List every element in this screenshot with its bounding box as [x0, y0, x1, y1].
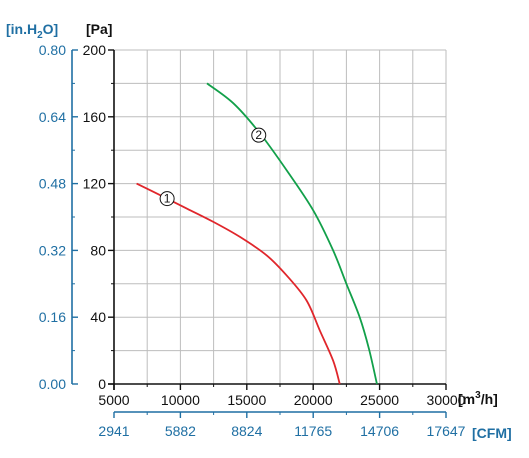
- y-tick-label: 200: [83, 42, 107, 58]
- y-left-unit-end: O]: [43, 21, 59, 37]
- x2-tick-label: 14706: [360, 423, 399, 439]
- x-unit-end: /h]: [481, 391, 498, 407]
- y-tick-label: 120: [83, 176, 107, 192]
- y-tick-label: 0: [98, 376, 106, 392]
- x2-tick-label: 17647: [427, 423, 466, 439]
- x-tick-label: 30000: [427, 392, 466, 408]
- x-tick-label: 25000: [360, 392, 399, 408]
- x-unit-label: [m3/h]: [458, 390, 498, 407]
- x-unit-text: [m: [458, 391, 475, 407]
- y-tick-label: 160: [83, 109, 107, 125]
- series-2-marker: [251, 127, 267, 143]
- y-tick-label: 40: [90, 309, 106, 325]
- grid: [113, 49, 447, 385]
- plot-frame: [108, 50, 446, 390]
- series-layer: 12: [136, 82, 378, 385]
- y-left-unit-text: [in.H: [6, 21, 37, 37]
- x2-tick-label: 5882: [165, 423, 196, 439]
- x2-unit-label: [CFM]: [472, 425, 512, 441]
- y2-tick-label: 0.48: [39, 176, 66, 192]
- y2-tick-label: 0.32: [39, 242, 66, 258]
- y2-tick-label: 0.64: [39, 109, 66, 125]
- series-1-label: 1: [164, 192, 171, 206]
- y-left-unit-subscript: 2: [37, 30, 43, 41]
- axes-layer: 0 40 80 120 160 200 0.00 0.16 0.32 0.48 0.64 0.80 50…: [39, 42, 466, 439]
- x-tick-label: 15000: [227, 392, 266, 408]
- x2-tick-label: 8824: [231, 423, 262, 439]
- series-1-marker: [159, 191, 175, 207]
- y2-tick-label: 0.16: [39, 309, 66, 325]
- x-tick-label: 10000: [161, 392, 200, 408]
- series-1-line: [136, 182, 341, 385]
- series-2-line: [206, 82, 378, 385]
- x-unit-superscript: 3: [475, 390, 481, 401]
- x2-tick-label: 2941: [98, 423, 129, 439]
- y-tick-label: 80: [90, 242, 106, 258]
- x-tick-label: 20000: [294, 392, 333, 408]
- y-unit-label: [Pa]: [86, 21, 112, 37]
- y2-tick-label: 0.80: [39, 42, 66, 58]
- series-2-label: 2: [255, 128, 262, 142]
- x-tick-label: 5000: [98, 392, 129, 408]
- y2-tick-label: 0.00: [39, 376, 66, 392]
- x2-tick-label: 11765: [294, 423, 332, 439]
- y-left-unit-label: [in.H2O]: [6, 21, 58, 41]
